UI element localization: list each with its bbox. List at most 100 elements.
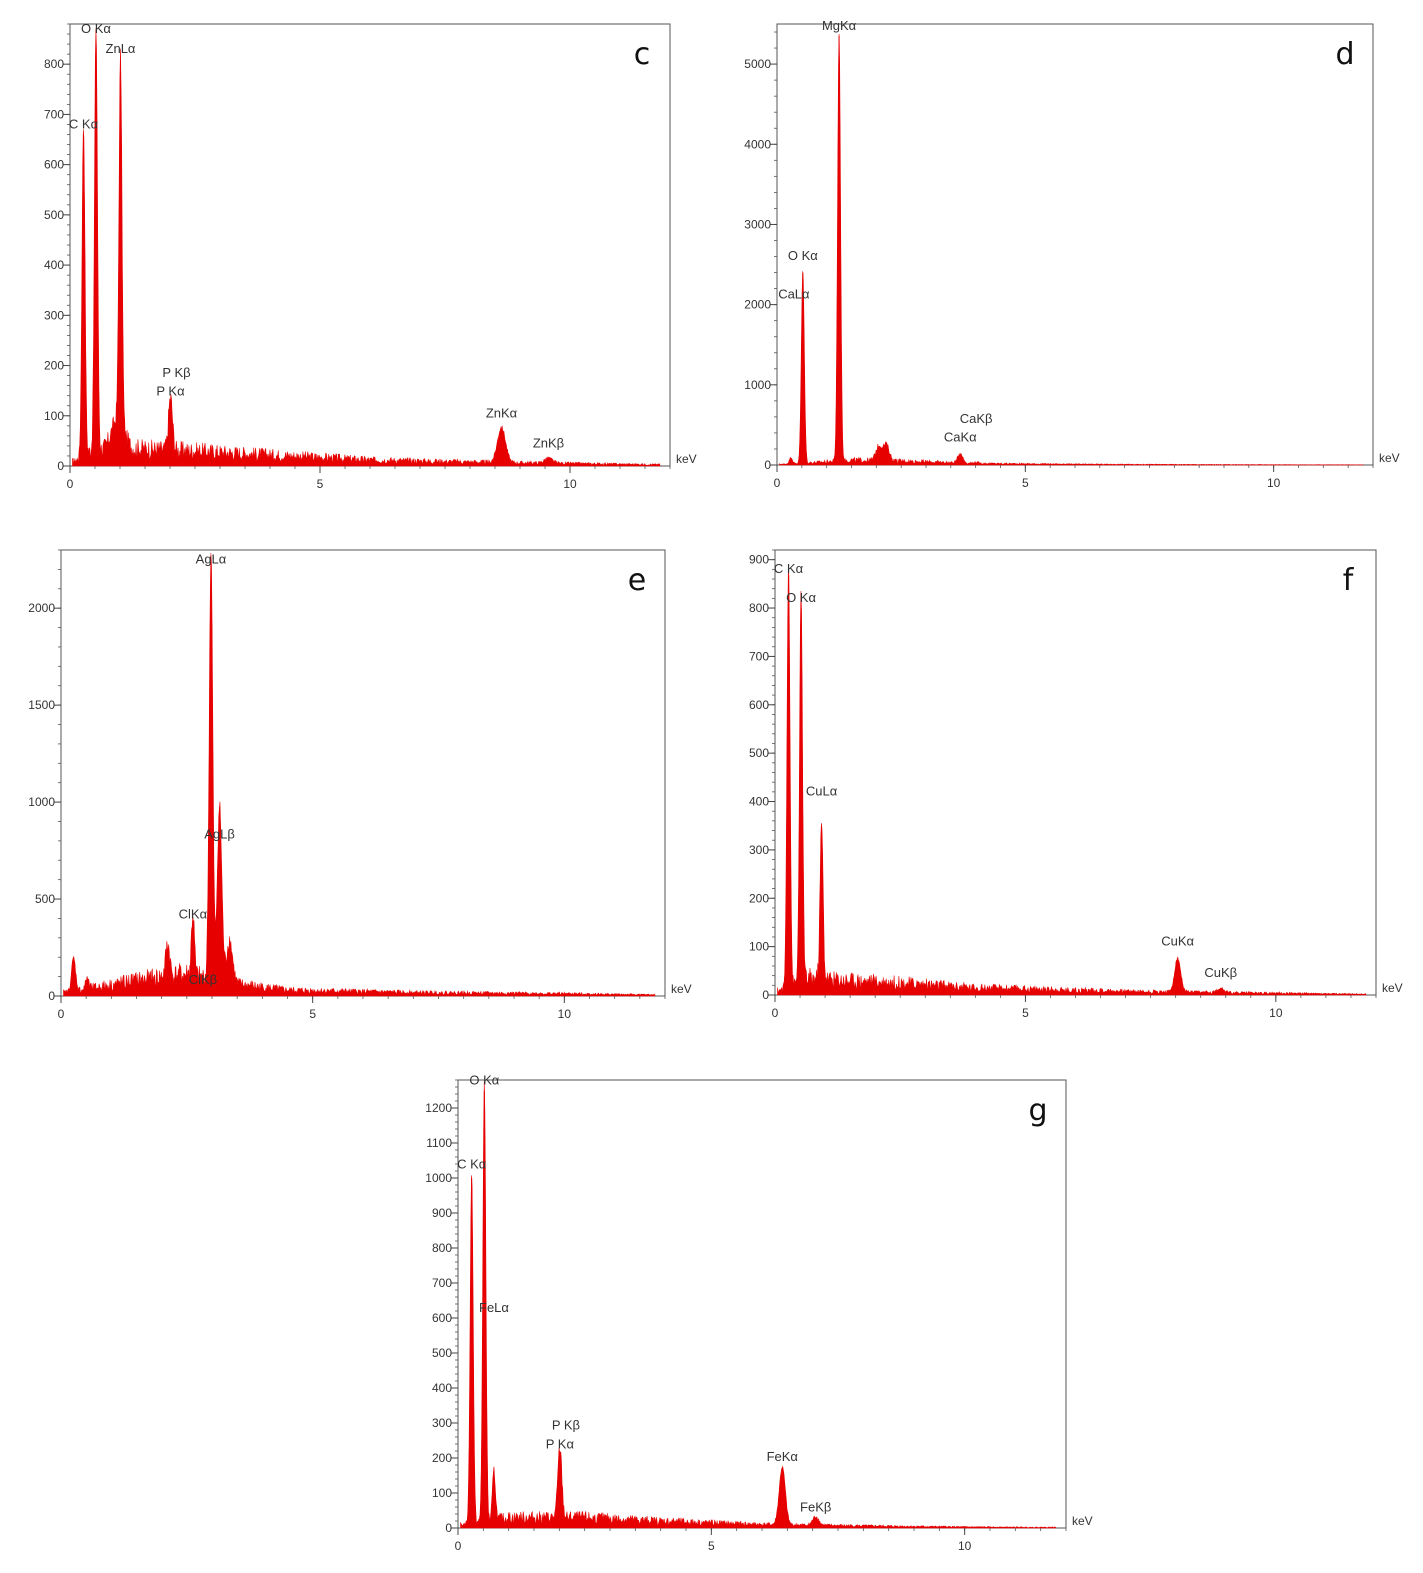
y-tick-label: 3000 — [744, 217, 771, 231]
peak-label: P Kβ — [552, 1417, 580, 1432]
y-tick-label: 5000 — [744, 57, 771, 71]
eds-spectrum-g: 0100200300400500600700800900100011001200… — [425, 1073, 1093, 1554]
y-tick-label: 100 — [44, 409, 64, 423]
y-tick-label: 600 — [432, 1311, 452, 1325]
y-tick-label: 1200 — [425, 1101, 452, 1115]
spectrum-area — [72, 28, 661, 467]
peak-label: CuKβ — [1204, 965, 1237, 980]
plot-frame — [776, 23, 1374, 466]
eds-spectrum-d: 0 1000 2000 3000 4000 5000 0 5 10 keV d MgKα O Kα CaL… — [744, 18, 1400, 490]
spectrum-area — [460, 1080, 1057, 1529]
y-tick-label: 1000 — [28, 795, 55, 809]
panel-letter: c — [634, 37, 651, 72]
peak-label: C Kα — [457, 1157, 487, 1172]
peak-label: FeLα — [479, 1300, 509, 1315]
x-tick-label: 5 — [708, 1539, 715, 1553]
y-tick-label: 800 — [44, 57, 64, 71]
y-tick-label: 200 — [44, 359, 64, 373]
y-tick-label: 300 — [44, 308, 64, 322]
y-tick-label: 0 — [762, 988, 769, 1002]
x-tick-label: 5 — [1022, 1006, 1029, 1020]
peak-label: P Kβ — [162, 365, 190, 380]
y-tick-label: 0 — [48, 989, 55, 1003]
peak-label: ClKα — [179, 906, 208, 921]
x-unit-label: keV — [671, 982, 692, 996]
y-tick-label: 2000 — [744, 298, 771, 312]
y-tick-label: 300 — [432, 1416, 452, 1430]
x-tick-label: 0 — [58, 1007, 65, 1021]
x-tick-label: 5 — [1022, 476, 1029, 490]
y-tick-label: 700 — [432, 1276, 452, 1290]
y-tick-label: 0 — [764, 458, 771, 472]
panel-letter: d — [1335, 37, 1354, 72]
peak-label: CuLα — [806, 784, 838, 799]
spectrum-area — [777, 569, 1367, 996]
x-tick-label: 5 — [317, 477, 324, 491]
y-tick-label: 1500 — [28, 698, 55, 712]
peak-label: O Kα — [469, 1073, 499, 1088]
spectrum-area — [63, 553, 656, 997]
x-tick-label: 10 — [1267, 476, 1281, 490]
y-tick-label: 600 — [44, 158, 64, 172]
y-tick-label: 400 — [432, 1381, 452, 1395]
plot-frame — [60, 549, 666, 997]
peak-label: CaKα — [944, 429, 977, 444]
panel-letter: e — [628, 563, 646, 598]
x-tick-label: 0 — [772, 1006, 779, 1020]
plot-frame — [457, 1079, 1067, 1529]
y-tick-label: 800 — [432, 1241, 452, 1255]
x-tick-label: 10 — [1269, 1006, 1283, 1020]
eds-spectrum-f: 0 100 200 300 400 500 600 700 800 900 0 5 10 keV f C Kα… — [749, 549, 1403, 1020]
peak-label: O Kα — [786, 590, 816, 605]
y-tick-label: 500 — [35, 892, 55, 906]
peak-label: FeKα — [767, 1449, 799, 1464]
peak-label: MgKα — [822, 18, 857, 33]
y-tick-label: 200 — [432, 1451, 452, 1465]
x-unit-label: keV — [1072, 1514, 1093, 1528]
peak-label: C Kα — [774, 561, 804, 576]
peak-label: CuKα — [1161, 933, 1194, 948]
peak-label: FeKβ — [800, 1500, 831, 1515]
peak-label: CaLα — [778, 287, 810, 302]
peak-label: CaKβ — [960, 411, 993, 426]
panel-letter: f — [1343, 563, 1355, 598]
x-tick-label: 5 — [309, 1007, 316, 1021]
y-tick-label: 0 — [57, 459, 64, 473]
y-tick-label: 500 — [44, 208, 64, 222]
y-tick-label: 1000 — [744, 378, 771, 392]
peak-label: ZnLα — [106, 41, 136, 56]
peak-label: O Kα — [788, 248, 818, 263]
eds-spectrum-e: 0 500 1000 1500 2000 0 5 10 keV e AgLα AgLβ ClKα ClKβ — [28, 549, 692, 1021]
y-tick-label: 1100 — [426, 1136, 452, 1150]
y-tick-label: 800 — [749, 601, 769, 615]
y-tick-label: 400 — [44, 258, 64, 272]
peak-label: O Kα — [81, 21, 111, 36]
y-tick-label: 200 — [749, 891, 769, 905]
y-tick-label: 500 — [749, 746, 769, 760]
peak-label: C Kα — [69, 117, 99, 132]
x-tick-label: 0 — [774, 476, 781, 490]
peak-label: ClKβ — [189, 972, 217, 987]
x-tick-label: 0 — [455, 1539, 462, 1553]
x-tick-label: 10 — [563, 477, 577, 491]
y-tick-label: 100 — [749, 940, 769, 954]
x-unit-label: keV — [676, 452, 697, 466]
y-tick-label: 4000 — [744, 137, 771, 151]
peak-label: ZnKβ — [533, 435, 564, 450]
y-tick-label: 400 — [749, 795, 769, 809]
x-tick-label: 0 — [67, 477, 74, 491]
panel-letter: g — [1028, 1093, 1047, 1128]
y-tick-label: 2000 — [28, 601, 55, 615]
y-tick-label: 0 — [445, 1521, 452, 1535]
y-tick-label: 900 — [749, 553, 769, 567]
x-tick-label: 10 — [558, 1007, 572, 1021]
y-tick-label: 600 — [749, 698, 769, 712]
peak-label: AgLα — [196, 551, 227, 566]
x-unit-label: keV — [1379, 451, 1400, 465]
y-tick-label: 100 — [432, 1486, 452, 1500]
y-tick-label: 1000 — [425, 1171, 452, 1185]
plot-frame — [774, 549, 1377, 996]
plot-frame — [69, 23, 671, 467]
peak-label: P Kα — [546, 1437, 575, 1452]
x-tick-label: 10 — [958, 1539, 972, 1553]
